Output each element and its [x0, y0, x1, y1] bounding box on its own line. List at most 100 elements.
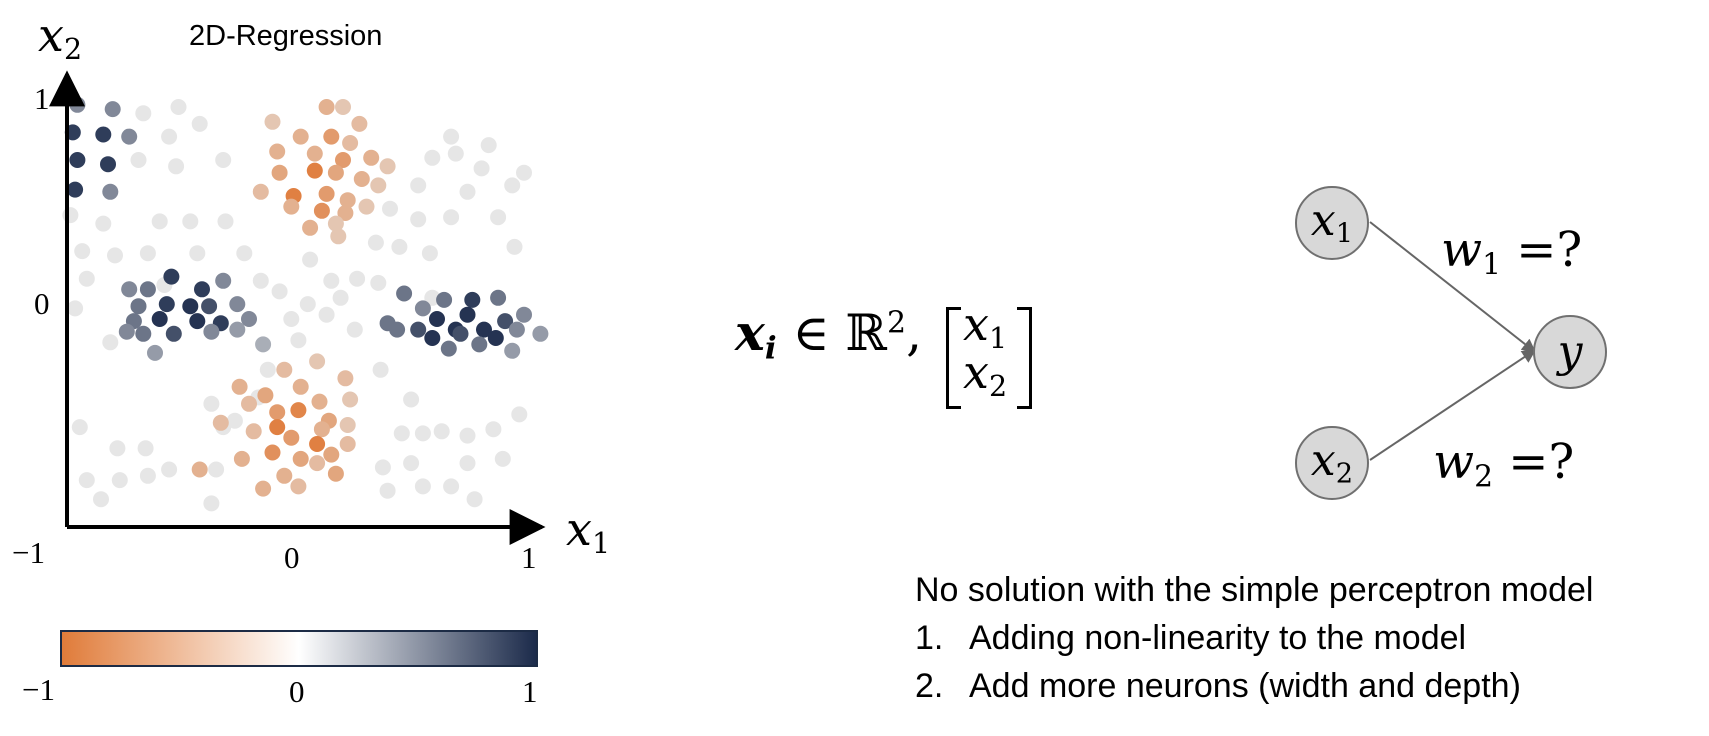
data-point-121: [459, 306, 476, 323]
data-point-11: [191, 115, 208, 132]
data-point-17: [95, 215, 112, 232]
node-x2-label: x2: [1310, 434, 1354, 490]
data-point-169: [292, 378, 309, 395]
data-point-36: [137, 440, 154, 457]
data-point-23: [107, 247, 123, 264]
data-point-144: [379, 158, 396, 175]
data-point-162: [351, 115, 368, 132]
data-point-53: [367, 234, 384, 251]
data-point-96: [215, 272, 232, 289]
data-point-160: [335, 99, 351, 115]
y-tick-0: 0: [34, 286, 50, 321]
plot-title: 2D-Regression: [189, 20, 383, 52]
data-point-179: [339, 417, 356, 433]
data-point-20: [217, 213, 234, 230]
data-point-88: [203, 495, 220, 512]
data-point-89: [203, 395, 220, 412]
data-point-15: [215, 152, 232, 168]
data-point-84: [443, 478, 460, 495]
input-formula: xi ∈ ℝ2,: [735, 303, 922, 367]
x-axis-label: x1: [566, 502, 611, 560]
data-point-24: [189, 245, 206, 262]
data-point-154: [283, 198, 300, 215]
notes-item-2-text: Add more neurons (width and depth): [969, 667, 1521, 705]
data-point-71: [424, 289, 441, 306]
data-point-170: [311, 393, 328, 410]
vector-bracket: x1 x2: [946, 297, 1032, 409]
data-point-66: [447, 145, 464, 162]
notes-item-1-num: 1.: [915, 619, 944, 657]
data-point-192: [255, 480, 272, 497]
data-point-34: [111, 472, 128, 489]
data-point-101: [229, 296, 246, 313]
data-point-180: [245, 423, 262, 440]
data-point-68: [443, 128, 460, 145]
data-point-5: [69, 152, 86, 168]
data-point-163: [330, 228, 347, 245]
colorbar: [60, 630, 538, 667]
data-point-130: [452, 325, 469, 342]
data-point-171: [342, 391, 359, 408]
notes-item-2-num: 2.: [915, 667, 944, 705]
data-point-188: [276, 467, 293, 484]
x-tick-minus1: −1: [12, 535, 45, 570]
data-point-72: [372, 361, 389, 378]
data-point-106: [241, 311, 257, 327]
data-point-76: [433, 423, 450, 440]
data-point-147: [327, 164, 344, 181]
data-point-93: [139, 281, 156, 298]
data-point-7: [67, 181, 84, 198]
data-point-63: [506, 238, 523, 255]
data-point-64: [421, 245, 438, 262]
data-points: [62, 96, 549, 512]
data-point-44: [283, 311, 300, 327]
data-point-78: [485, 421, 502, 438]
data-point-9: [170, 99, 187, 115]
data-point-12: [161, 128, 178, 145]
data-point-46: [252, 272, 269, 289]
data-point-109: [165, 325, 182, 342]
data-point-164: [309, 353, 326, 370]
notes-item-1: 1. Adding non-linearity to the model: [915, 614, 1466, 662]
colorbar-mid-label: 0: [289, 674, 305, 709]
data-point-183: [339, 436, 356, 452]
data-point-103: [151, 311, 168, 327]
data-point-50: [332, 289, 349, 306]
data-point-95: [194, 281, 210, 298]
data-point-4: [121, 128, 138, 145]
data-point-61: [490, 209, 507, 226]
data-point-156: [337, 205, 354, 221]
data-point-191: [191, 461, 208, 478]
data-point-168: [257, 387, 274, 404]
data-point-42: [271, 283, 288, 300]
data-point-148: [353, 171, 370, 187]
data-point-56: [410, 211, 427, 228]
data-point-118: [414, 300, 431, 317]
colorbar-max-label: 1: [522, 674, 538, 709]
data-point-54: [370, 274, 387, 291]
data-point-22: [139, 245, 156, 262]
data-point-159: [327, 215, 344, 232]
x-tick-0: 0: [284, 540, 300, 575]
data-point-167: [231, 378, 248, 395]
data-point-32: [78, 472, 95, 489]
data-point-92: [121, 281, 138, 298]
data-point-51: [346, 321, 363, 338]
data-point-58: [410, 177, 427, 194]
data-point-81: [403, 455, 420, 472]
data-point-52: [349, 270, 366, 287]
data-point-6: [100, 156, 116, 173]
data-point-67: [424, 149, 441, 166]
weight-w2: w2 =?: [1433, 434, 1575, 495]
data-point-152: [318, 185, 335, 202]
data-point-37: [161, 461, 178, 478]
data-point-83: [494, 450, 511, 467]
data-point-146: [306, 162, 323, 179]
colorbar-min-label: −1: [22, 672, 55, 707]
data-point-136: [264, 113, 281, 130]
data-point-127: [476, 321, 492, 338]
data-point-173: [269, 404, 286, 421]
data-point-94: [163, 268, 180, 285]
data-point-59: [459, 183, 476, 200]
data-point-45: [302, 251, 319, 268]
